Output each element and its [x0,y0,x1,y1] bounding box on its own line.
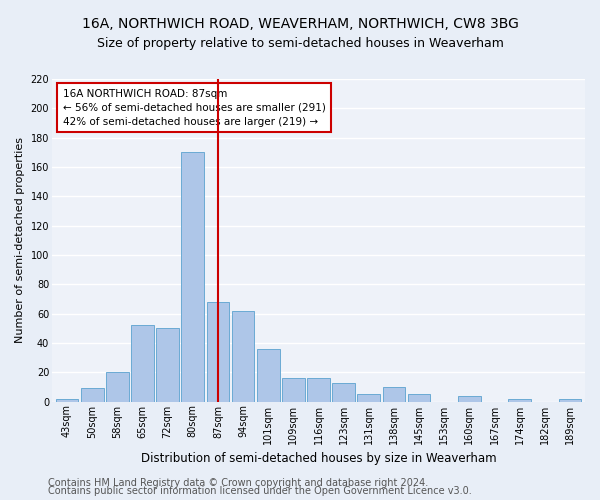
Bar [81,388,104,402]
Bar [206,302,229,402]
Bar [282,378,305,402]
Bar [157,328,179,402]
Text: 16A NORTHWICH ROAD: 87sqm
← 56% of semi-detached houses are smaller (291)
42% of: 16A NORTHWICH ROAD: 87sqm ← 56% of semi-… [62,88,325,126]
Bar [106,372,128,402]
Text: Contains HM Land Registry data © Crown copyright and database right 2024.: Contains HM Land Registry data © Crown c… [48,478,428,488]
Bar [307,378,330,402]
Bar [56,398,79,402]
Bar [257,349,280,402]
Text: Size of property relative to semi-detached houses in Weaverham: Size of property relative to semi-detach… [97,38,503,51]
Bar [232,310,254,402]
X-axis label: Distribution of semi-detached houses by size in Weaverham: Distribution of semi-detached houses by … [140,452,496,465]
Bar [508,398,531,402]
Text: Contains public sector information licensed under the Open Government Licence v3: Contains public sector information licen… [48,486,472,496]
Bar [181,152,204,402]
Bar [358,394,380,402]
Text: 16A, NORTHWICH ROAD, WEAVERHAM, NORTHWICH, CW8 3BG: 16A, NORTHWICH ROAD, WEAVERHAM, NORTHWIC… [82,18,518,32]
Bar [458,396,481,402]
Bar [559,398,581,402]
Bar [131,326,154,402]
Y-axis label: Number of semi-detached properties: Number of semi-detached properties [15,138,25,344]
Bar [383,387,405,402]
Bar [408,394,430,402]
Bar [332,382,355,402]
